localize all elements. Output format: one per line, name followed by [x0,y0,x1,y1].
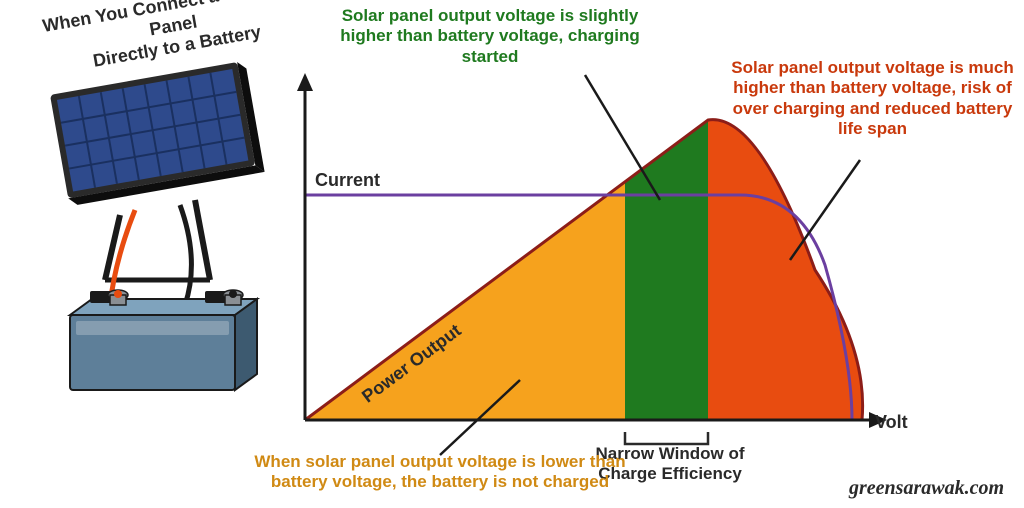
watermark: greensarawak.com [849,476,1004,500]
current-label: Current [315,170,380,192]
annotation-low: When solar panel output voltage is lower… [250,452,630,493]
annotation-good: Solar panel output voltage is slightly h… [330,6,650,67]
efficiency-bracket [625,432,708,444]
solar-battery-illustration [50,61,265,390]
volt-label: Volt [875,412,908,434]
annotation-high: Solar panel output voltage is much highe… [730,58,1015,140]
